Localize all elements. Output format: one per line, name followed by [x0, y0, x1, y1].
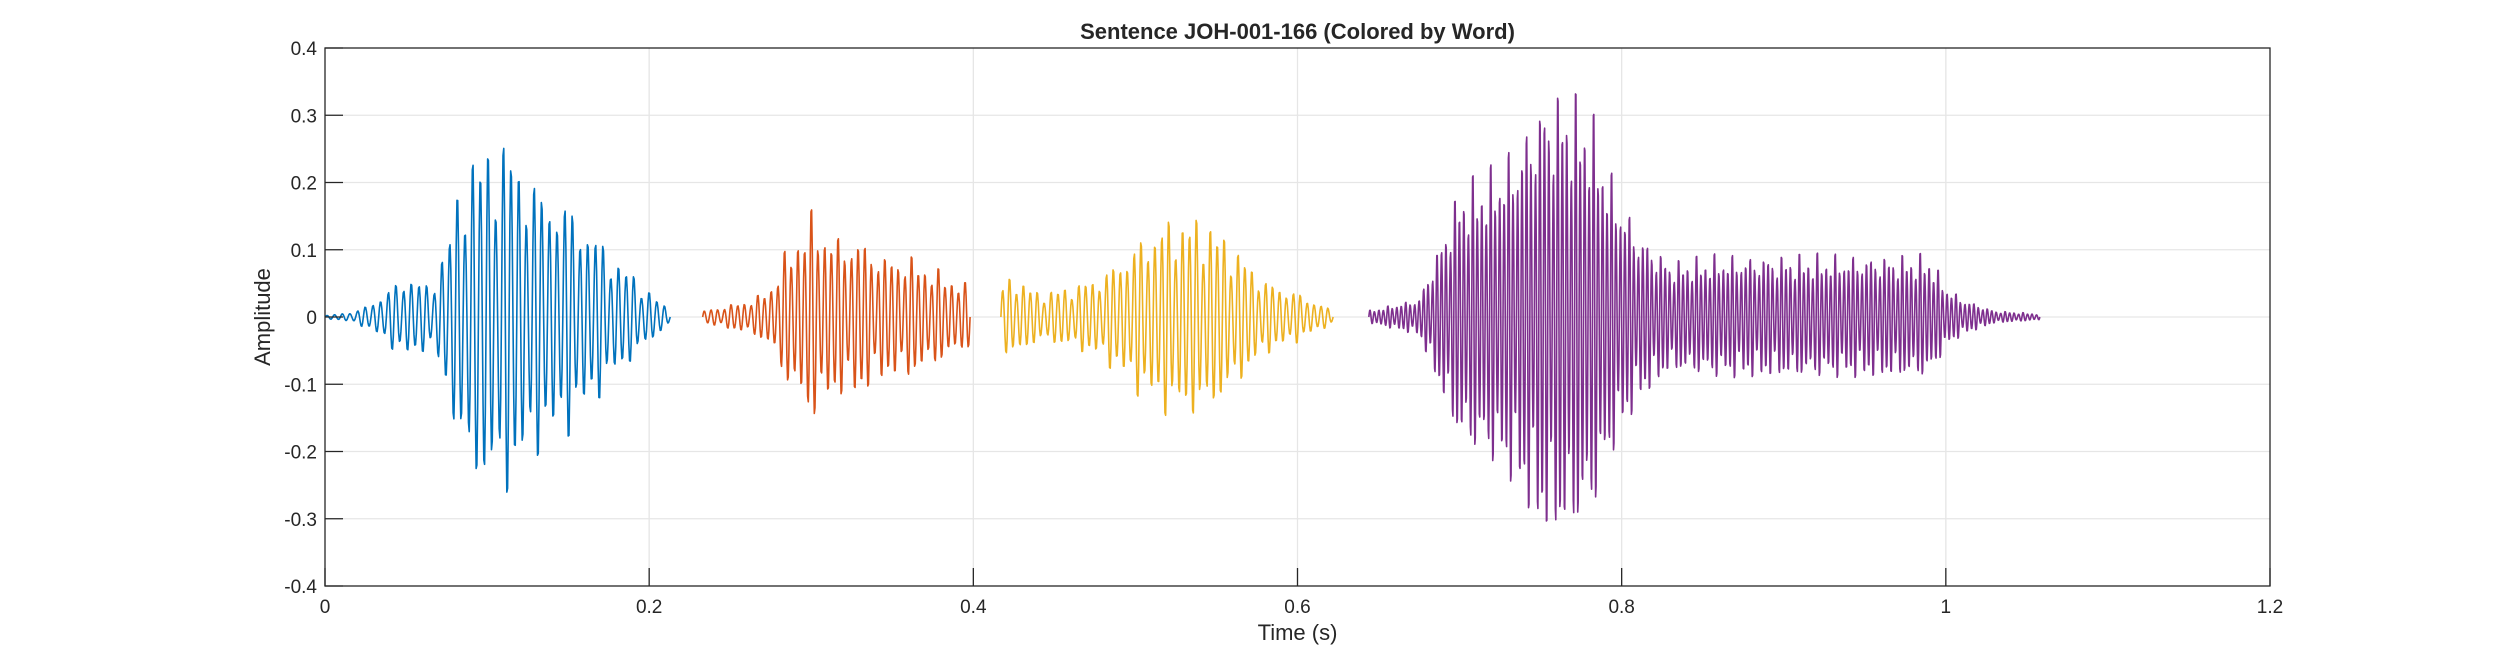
x-axis-title: Time (s): [1258, 620, 1338, 645]
x-tick-label: 0.4: [960, 597, 987, 618]
y-tick-label: 0.3: [291, 106, 317, 127]
y-tick-label: 0.4: [291, 39, 318, 60]
series-layer: [324, 93, 2041, 522]
y-tick-label: 0.1: [291, 241, 317, 262]
tick-labels: 0 0.2 0.4 0.6 0.8 1 1.2 0.4 0.3 0.2 0.1 0 -0.1 -0.2 -0…: [284, 39, 2283, 618]
y-tick-label: -0.2: [284, 443, 317, 464]
waveform-series-4: [1368, 93, 2041, 522]
y-tick-label: -0.4: [284, 577, 317, 598]
y-tick-label: -0.1: [284, 375, 317, 396]
x-tick-label: 0: [320, 597, 331, 618]
y-tick-label: 0.2: [291, 174, 317, 195]
y-tick-label: -0.3: [284, 510, 317, 531]
ticks: [324, 47, 2271, 587]
y-tick-label: 0: [306, 308, 317, 329]
waveform-series-3: [1000, 219, 1334, 417]
x-tick-label: 1.2: [2257, 597, 2283, 618]
waveform-series-2: [701, 209, 971, 415]
chart-title: Sentence JOH-001-166 (Colored by Word): [1080, 19, 1515, 44]
x-tick-label: 0.8: [1608, 597, 1634, 618]
x-tick-label: 0.6: [1284, 597, 1310, 618]
waveform-series-1: [324, 147, 672, 493]
x-tick-label: 0.2: [636, 597, 662, 618]
x-tick-label: 1: [1941, 597, 1952, 618]
grid: [325, 48, 2270, 586]
y-axis-title: Amplitude: [250, 268, 275, 366]
